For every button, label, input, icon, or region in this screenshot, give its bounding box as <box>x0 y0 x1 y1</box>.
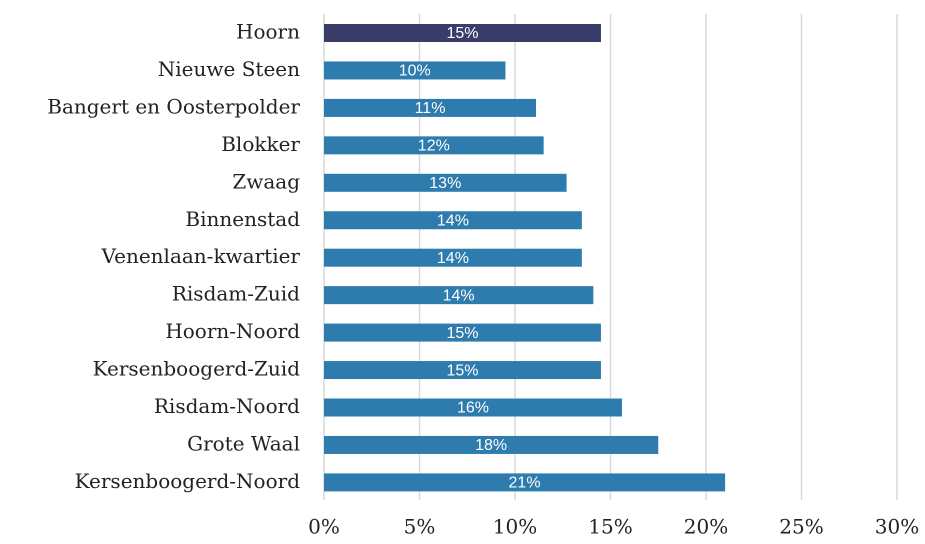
bar <box>324 361 601 380</box>
bar <box>324 323 601 342</box>
x-tick-label: 30% <box>875 515 919 539</box>
y-tick-label: Zwaag <box>232 169 300 193</box>
data-label: 13% <box>429 175 461 192</box>
x-tick-label: 0% <box>308 515 340 539</box>
x-tick-label: 10% <box>493 515 537 539</box>
y-tick-label: Binnenstad <box>185 207 300 231</box>
y-tick-label: Risdam-Noord <box>154 394 300 418</box>
data-label: 21% <box>509 475 541 492</box>
x-tick-label: 15% <box>588 515 632 539</box>
bar <box>324 61 506 80</box>
x-tick-label: 25% <box>779 515 823 539</box>
data-label: 15% <box>446 25 478 42</box>
bar <box>324 98 537 117</box>
bar <box>324 286 594 305</box>
y-tick-label: Venenlaan-kwartier <box>101 244 301 268</box>
bar <box>324 435 659 454</box>
y-tick-label: Risdam-Zuid <box>172 282 300 306</box>
y-tick-label: Bangert en Oosterpolder <box>47 94 300 118</box>
y-tick-label: Grote Waal <box>187 431 300 455</box>
data-label: 16% <box>457 400 489 417</box>
data-label: 14% <box>437 212 469 229</box>
y-tick-label: Kersenboogerd-Noord <box>75 469 301 493</box>
bar <box>324 173 567 192</box>
bar <box>324 398 622 417</box>
data-label: 10% <box>399 63 431 80</box>
data-label: 14% <box>443 287 475 304</box>
y-tick-label: Hoorn <box>236 20 300 44</box>
data-label: 15% <box>446 325 478 342</box>
data-label: 15% <box>446 362 478 379</box>
bar <box>324 248 582 267</box>
y-tick-label: Nieuwe Steen <box>158 57 300 81</box>
bar <box>324 24 601 42</box>
data-label: 18% <box>475 437 507 454</box>
bar <box>324 473 726 492</box>
x-tick-label: 5% <box>404 515 436 539</box>
data-label: 12% <box>418 138 450 155</box>
x-tick-label: 20% <box>684 515 728 539</box>
y-tick-label: Hoorn-Noord <box>165 319 300 343</box>
y-tick-label: Blokker <box>221 132 300 156</box>
data-label: 14% <box>437 250 469 267</box>
y-tick-label: Kersenboogerd-Zuid <box>93 357 301 381</box>
bar <box>324 211 582 230</box>
bar <box>324 136 544 155</box>
data-label: 11% <box>415 100 446 117</box>
